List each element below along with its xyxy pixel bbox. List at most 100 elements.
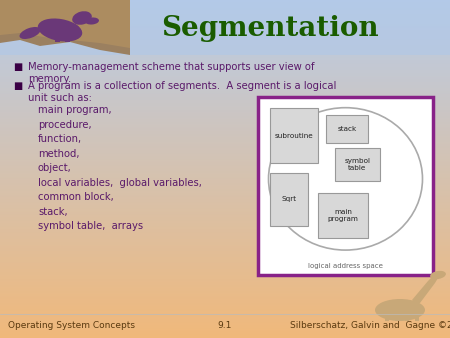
Bar bbox=[0, 205, 450, 206]
Bar bbox=[0, 49, 450, 50]
Bar bbox=[0, 79, 450, 80]
Bar bbox=[0, 312, 450, 313]
Bar bbox=[0, 142, 450, 143]
Bar bbox=[0, 208, 450, 209]
Bar bbox=[0, 70, 450, 71]
Bar bbox=[0, 151, 450, 152]
Bar bbox=[0, 177, 450, 178]
Bar bbox=[0, 162, 450, 163]
Bar bbox=[0, 89, 450, 90]
Bar bbox=[0, 233, 450, 234]
Bar bbox=[0, 266, 450, 267]
Text: procedure,: procedure, bbox=[38, 120, 92, 129]
Bar bbox=[0, 261, 450, 262]
Bar bbox=[0, 235, 450, 236]
Bar bbox=[55, 28, 60, 42]
Bar bbox=[0, 127, 450, 128]
Bar bbox=[0, 288, 450, 289]
Bar bbox=[0, 82, 450, 83]
Bar bbox=[0, 13, 450, 14]
Bar bbox=[0, 97, 450, 98]
Bar bbox=[0, 229, 450, 230]
Bar bbox=[0, 327, 450, 328]
Bar bbox=[0, 10, 450, 11]
Bar bbox=[0, 240, 450, 241]
Bar bbox=[258, 97, 433, 275]
Bar bbox=[0, 67, 450, 68]
Bar bbox=[0, 121, 450, 122]
Bar bbox=[0, 198, 450, 199]
Bar bbox=[0, 165, 450, 166]
Bar bbox=[0, 156, 450, 157]
Bar bbox=[0, 167, 450, 168]
Bar bbox=[0, 282, 450, 283]
Text: method,: method, bbox=[38, 148, 80, 159]
Bar bbox=[0, 43, 450, 44]
Bar bbox=[0, 144, 450, 145]
Bar bbox=[0, 285, 450, 286]
Bar bbox=[0, 202, 450, 203]
Bar bbox=[0, 319, 450, 320]
Bar bbox=[0, 29, 450, 30]
Bar bbox=[0, 5, 450, 6]
Bar bbox=[0, 201, 450, 202]
Bar bbox=[0, 158, 450, 159]
Ellipse shape bbox=[375, 299, 425, 321]
Bar bbox=[0, 54, 450, 55]
Bar bbox=[0, 227, 450, 228]
Text: subroutine: subroutine bbox=[274, 132, 313, 139]
Bar bbox=[0, 277, 450, 278]
Bar bbox=[0, 320, 450, 321]
Bar bbox=[0, 56, 450, 57]
Bar bbox=[0, 155, 450, 156]
Bar bbox=[0, 18, 450, 19]
Bar bbox=[0, 336, 450, 337]
Bar bbox=[0, 324, 450, 325]
Bar bbox=[0, 50, 450, 51]
Bar bbox=[0, 69, 450, 70]
Bar bbox=[0, 300, 450, 301]
Bar bbox=[0, 1, 450, 2]
Bar bbox=[0, 330, 450, 331]
Text: object,: object, bbox=[38, 163, 72, 173]
Bar bbox=[0, 147, 450, 148]
Bar bbox=[0, 149, 450, 150]
Bar bbox=[0, 41, 450, 42]
Bar bbox=[0, 145, 450, 146]
Bar bbox=[0, 173, 450, 174]
Bar bbox=[0, 191, 450, 192]
Bar bbox=[0, 206, 450, 207]
Bar bbox=[0, 331, 450, 332]
Text: logical address space: logical address space bbox=[308, 263, 383, 269]
Bar bbox=[0, 237, 450, 238]
Bar bbox=[0, 313, 450, 314]
Bar bbox=[0, 122, 450, 123]
Bar bbox=[0, 231, 450, 232]
Text: local variables,  global variables,: local variables, global variables, bbox=[38, 177, 202, 188]
Bar bbox=[0, 263, 450, 264]
Bar bbox=[0, 246, 450, 247]
Text: A program is a collection of segments.  A segment is a logical
unit such as:: A program is a collection of segments. A… bbox=[28, 81, 337, 103]
Bar bbox=[0, 22, 450, 23]
Bar bbox=[0, 204, 450, 205]
Bar bbox=[0, 269, 450, 270]
Bar bbox=[0, 159, 450, 160]
Bar bbox=[0, 98, 450, 99]
Bar bbox=[0, 185, 450, 186]
Bar bbox=[0, 39, 450, 40]
Bar bbox=[0, 21, 450, 22]
Bar bbox=[0, 84, 450, 85]
Bar bbox=[0, 38, 450, 39]
Bar bbox=[0, 171, 450, 172]
Bar bbox=[0, 168, 450, 169]
Text: stack,: stack, bbox=[38, 207, 68, 217]
Bar bbox=[0, 207, 450, 208]
Bar bbox=[0, 135, 450, 136]
Bar bbox=[0, 111, 450, 112]
Bar bbox=[0, 291, 450, 292]
Bar bbox=[0, 129, 450, 130]
Bar bbox=[0, 77, 450, 78]
Bar bbox=[0, 196, 450, 197]
Bar bbox=[0, 40, 450, 41]
Bar bbox=[0, 57, 450, 58]
